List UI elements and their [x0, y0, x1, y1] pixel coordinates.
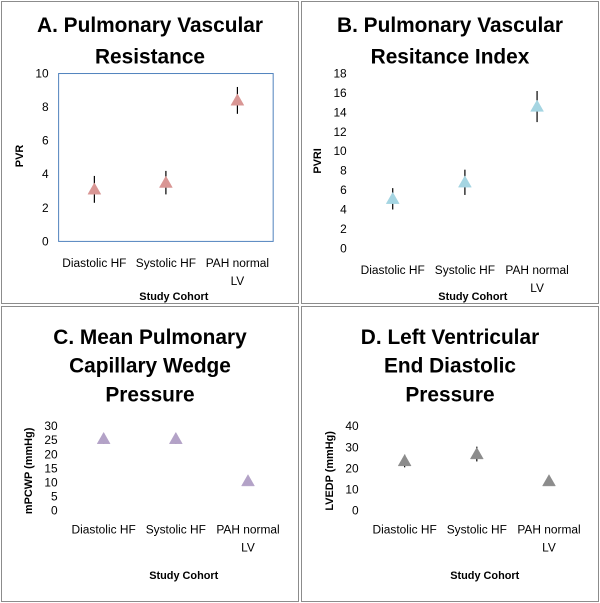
data-point-marker [96, 431, 111, 444]
chart-panel-pvr: A. Pulmonary Vascular Resistance 0 2 4 6 8 10 PV… [1, 1, 299, 304]
x-category-label: LV [530, 281, 544, 295]
y-tick-label: 12 [333, 125, 347, 139]
y-tick-label: 10 [35, 67, 49, 81]
y-tick-label: 20 [44, 447, 58, 461]
x-axis-label: Study Cohort [149, 570, 218, 582]
x-category-label: PAH normal [206, 256, 269, 270]
x-axis-label: Study Cohort [139, 291, 208, 303]
y-tick-label: 10 [345, 482, 359, 496]
x-category-label: Systolic HF [146, 522, 206, 536]
chart-title-line: A. Pulmonary Vascular [37, 14, 263, 37]
chart-panel-lvedp: D. Left Ventricular End Diastolic Pressure… [301, 306, 599, 602]
x-category-label: PAH normal [505, 263, 568, 277]
chart-svg: D. Left Ventricular End Diastolic Pressure… [324, 326, 581, 582]
y-tick-label: 14 [333, 105, 347, 119]
y-tick-label: 20 [345, 461, 359, 475]
y-tick-label: 8 [42, 100, 49, 114]
y-tick-label: 16 [333, 86, 347, 100]
chart-title-line: Capillary Wedge [69, 355, 231, 378]
y-tick-label: 25 [44, 433, 58, 447]
y-axis-label: PVR [14, 145, 26, 168]
chart-panel-mpcwp: C. Mean Pulmonary Capillary Wedge Pressure… [1, 306, 299, 602]
y-tick-label: 2 [340, 222, 347, 236]
y-axis-label: LVEDP (mmHg) [324, 431, 336, 511]
y-tick-label: 0 [42, 234, 49, 248]
chart-title-line: B. Pulmonary Vascular [337, 14, 563, 37]
y-tick-label: 10 [333, 144, 347, 158]
chart-title-line: D. Left Ventricular [361, 326, 539, 349]
chart-title-line: Resistance [95, 46, 205, 69]
chart-title-line: Pressure [105, 383, 194, 406]
x-category-label: PAH normal [216, 522, 279, 536]
data-point-marker [469, 447, 484, 460]
data-point-marker [542, 474, 556, 487]
y-axis-label: PVRI [312, 148, 324, 173]
x-category-label: Diastolic HF [361, 263, 425, 277]
y-tick-label: 18 [333, 67, 347, 81]
x-category-label: Systolic HF [435, 263, 495, 277]
y-tick-label: 0 [352, 504, 359, 518]
y-tick-label: 8 [340, 164, 347, 178]
x-category-label: LV [231, 274, 245, 288]
x-category-label: Diastolic HF [62, 256, 126, 270]
chart-svg: B. Pulmonary Vascular Resitance Index 0 2 4 6… [312, 14, 569, 303]
data-point-marker [458, 175, 472, 188]
x-category-label: PAH normal [517, 522, 580, 536]
chart-svg: A. Pulmonary Vascular Resistance 0 2 4 6 8 10 PV… [14, 14, 274, 303]
y-tick-label: 15 [44, 461, 58, 475]
data-point-marker [230, 93, 245, 106]
y-tick-label: 6 [340, 183, 347, 197]
y-tick-label: 4 [42, 167, 49, 181]
data-point-marker [385, 191, 400, 204]
x-category-label: Diastolic HF [72, 522, 136, 536]
x-category-label: Systolic HF [136, 256, 196, 270]
chart-title-line: Pressure [405, 383, 494, 406]
data-point-marker [397, 454, 412, 467]
x-axis-label: Study Cohort [450, 570, 519, 582]
y-tick-label: 5 [51, 490, 58, 504]
chart-panel-pvri: B. Pulmonary Vascular Resitance Index 0 2 4 6… [301, 1, 599, 304]
y-tick-label: 30 [44, 419, 58, 433]
chart-svg: C. Mean Pulmonary Capillary Wedge Pressure… [23, 326, 280, 582]
y-tick-label: 30 [345, 440, 359, 454]
y-tick-label: 40 [345, 419, 359, 433]
data-point-marker [530, 99, 544, 112]
x-category-label: Diastolic HF [373, 522, 437, 536]
data-point-marker [159, 175, 173, 188]
y-tick-label: 4 [340, 202, 347, 216]
y-axis-label: mPCWP (mmHg) [23, 427, 35, 514]
y-tick-label: 6 [42, 134, 49, 148]
y-tick-label: 2 [42, 201, 49, 215]
x-category-label: LV [241, 540, 255, 554]
data-point-marker [87, 182, 102, 195]
chart-title-line: C. Mean Pulmonary [53, 326, 247, 349]
chart-title-line: Resitance Index [371, 46, 530, 69]
x-category-label: Systolic HF [447, 522, 507, 536]
y-tick-label: 0 [340, 241, 347, 255]
data-point-marker [241, 474, 255, 487]
chart-title-line: End Diastolic [384, 355, 516, 378]
plot-area-border [58, 73, 274, 242]
x-category-label: LV [542, 540, 556, 554]
y-tick-label: 10 [44, 475, 58, 489]
y-tick-label: 0 [51, 504, 58, 518]
data-point-marker [168, 431, 183, 444]
x-axis-label: Study Cohort [438, 291, 507, 303]
